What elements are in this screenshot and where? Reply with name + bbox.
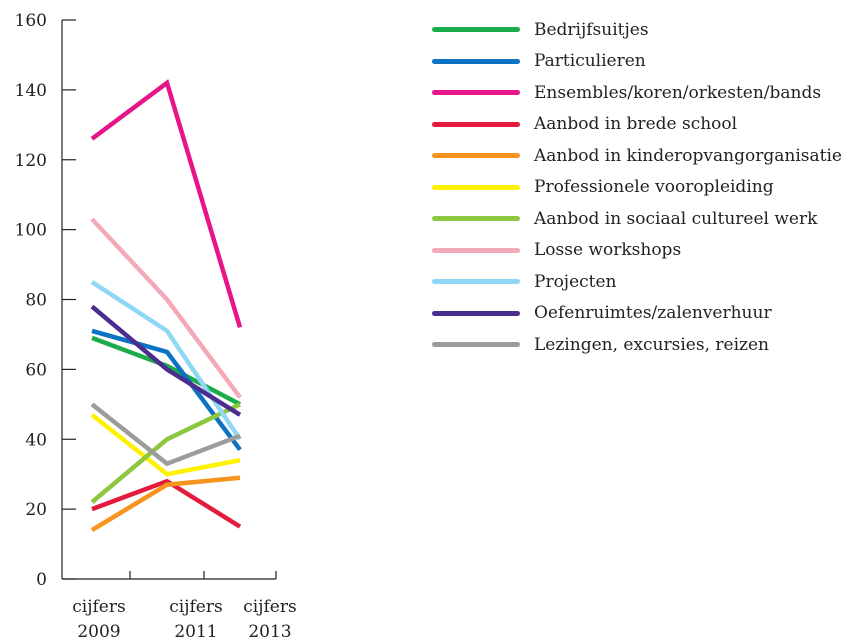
- legend: Bedrijfsuitjes Particulieren Ensembles/kor…: [432, 14, 842, 361]
- y-tick-label: 60: [25, 360, 47, 380]
- series-line: [91, 478, 242, 529]
- legend-item: Aanbod in kinderopvangorganisatie: [432, 140, 842, 172]
- legend-label: Aanbod in kinderopvangorganisatie: [534, 145, 842, 166]
- legend-label: Lezingen, excursies, reizen: [534, 334, 769, 355]
- legend-label: Aanbod in brede school: [534, 114, 738, 135]
- legend-swatch: [432, 90, 520, 96]
- legend-item: Bedrijfsuitjes: [432, 14, 842, 46]
- legend-item: Aanbod in brede school: [432, 109, 842, 141]
- legend-swatch: [432, 310, 520, 316]
- legend-swatch: [432, 216, 520, 222]
- legend-item: Oefenruimtes/zalenverhuur: [432, 298, 842, 330]
- legend-label: Bedrijfsuitjes: [534, 19, 649, 40]
- legend-swatch: [432, 342, 520, 348]
- series-line: [90, 402, 241, 504]
- y-tick-label: 20: [25, 500, 47, 520]
- legend-swatch: [432, 121, 520, 127]
- legend-item: Ensembles/koren/orkesten/bands: [432, 77, 842, 109]
- y-tick-label: 100: [15, 221, 47, 241]
- legend-item: Losse workshops: [432, 235, 842, 267]
- legend-swatch: [432, 279, 520, 285]
- legend-label: Professionele vooropleiding: [534, 177, 774, 198]
- legend-item: Projecten: [432, 266, 842, 298]
- legend-item: Lezingen, excursies, reizen: [432, 329, 842, 361]
- series-line: [90, 413, 241, 477]
- legend-label: Ensembles/koren/orkesten/bands: [534, 82, 822, 103]
- axes: 0 20 40 60 80 100 120 140 160 cijfers 2009 cijfers 2…: [15, 11, 297, 642]
- y-tick-label: 80: [25, 291, 47, 311]
- series-line: [90, 402, 241, 467]
- legend-label: Aanbod in sociaal cultureel werk: [534, 208, 818, 229]
- y-tick-label: 120: [15, 151, 47, 171]
- x-tick-label: cijfers 2013: [243, 597, 296, 642]
- series-line: [90, 79, 243, 329]
- y-tick-label: 140: [15, 81, 47, 101]
- plot-lines: [90, 79, 243, 533]
- x-tick-label: cijfers 2011: [169, 597, 222, 642]
- legend-label: Oefenruimtes/zalenverhuur: [534, 303, 772, 324]
- series-line: [90, 280, 242, 441]
- legend-swatch: [432, 247, 520, 253]
- legend-swatch: [432, 153, 520, 159]
- legend-label: Particulieren: [534, 51, 646, 72]
- y-tick-label: 40: [25, 430, 47, 450]
- x-tick-label: cijfers 2009: [72, 597, 125, 642]
- series-line: [90, 304, 242, 417]
- legend-item: Particulieren: [432, 46, 842, 78]
- legend-swatch: [432, 58, 520, 64]
- legend-label: Losse workshops: [534, 240, 682, 261]
- legend-item: Aanbod in sociaal cultureel werk: [432, 203, 842, 235]
- y-tick-label: 0: [36, 570, 47, 590]
- series-line: [90, 475, 241, 533]
- series-line: [91, 335, 242, 407]
- legend-item: Professionele vooropleiding: [432, 172, 842, 204]
- legend-label: Projecten: [534, 271, 617, 292]
- y-tick-label: 160: [15, 11, 47, 31]
- legend-swatch: [432, 27, 520, 33]
- series-line: [90, 217, 242, 399]
- legend-swatch: [432, 184, 520, 190]
